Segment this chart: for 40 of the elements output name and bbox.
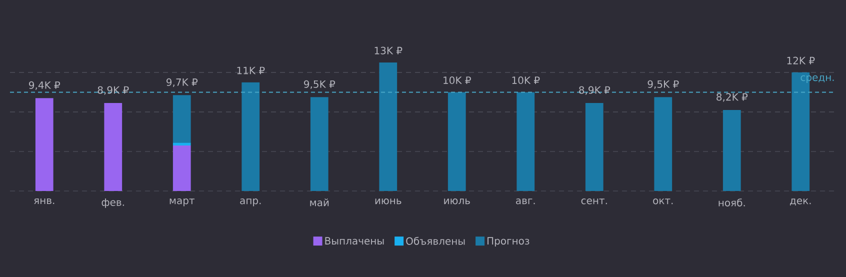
annotation: 9,5K ₽	[648, 80, 679, 89]
annotation: 9,4K ₽	[29, 81, 60, 90]
x-tick-label: окт.	[653, 198, 673, 204]
bar	[172, 146, 191, 191]
bar	[585, 103, 604, 191]
annotation: 10K ₽	[512, 76, 540, 84]
x-tick-label: июнь	[375, 198, 402, 204]
bar	[516, 92, 535, 191]
bar	[35, 98, 54, 191]
legend-label: Выплачены	[325, 237, 384, 245]
annotation: 11K ₽	[237, 66, 265, 74]
bar	[172, 95, 191, 143]
x-tick-label: июль	[444, 198, 470, 204]
annotation: 9,7K ₽	[166, 78, 198, 87]
x-tick-label: март	[170, 198, 195, 206]
x-tick-label: нояб.	[718, 198, 745, 206]
x-tick-label: авг.	[516, 198, 535, 204]
annotation: 13K ₽	[374, 46, 402, 54]
bar	[242, 82, 260, 191]
bar	[310, 97, 328, 191]
bar	[104, 103, 122, 191]
x-tick-label: фев.	[102, 198, 124, 208]
bar	[172, 142, 191, 146]
x-tick-label: сент.	[581, 198, 607, 204]
bar	[379, 62, 398, 191]
legend-label: Прогноз	[488, 237, 530, 247]
annotation: 12K ₽	[787, 56, 815, 64]
x-tick-label: дек.	[790, 198, 811, 206]
x-tick-label: янв.	[34, 198, 54, 204]
annotation: 10K ₽	[444, 76, 471, 84]
annotation: 8,9K ₽	[98, 86, 129, 95]
x-tick-label: май	[310, 198, 329, 206]
annotation: 8,9K ₽	[579, 86, 610, 95]
x-tick-label: апр.	[240, 198, 261, 206]
annotation: 8,2K ₽	[716, 93, 748, 102]
legend-label: Объявлены	[406, 236, 465, 245]
bar	[722, 110, 741, 191]
bar	[654, 97, 672, 191]
bar	[448, 92, 466, 191]
annotation: 9,5K ₽	[304, 80, 336, 89]
